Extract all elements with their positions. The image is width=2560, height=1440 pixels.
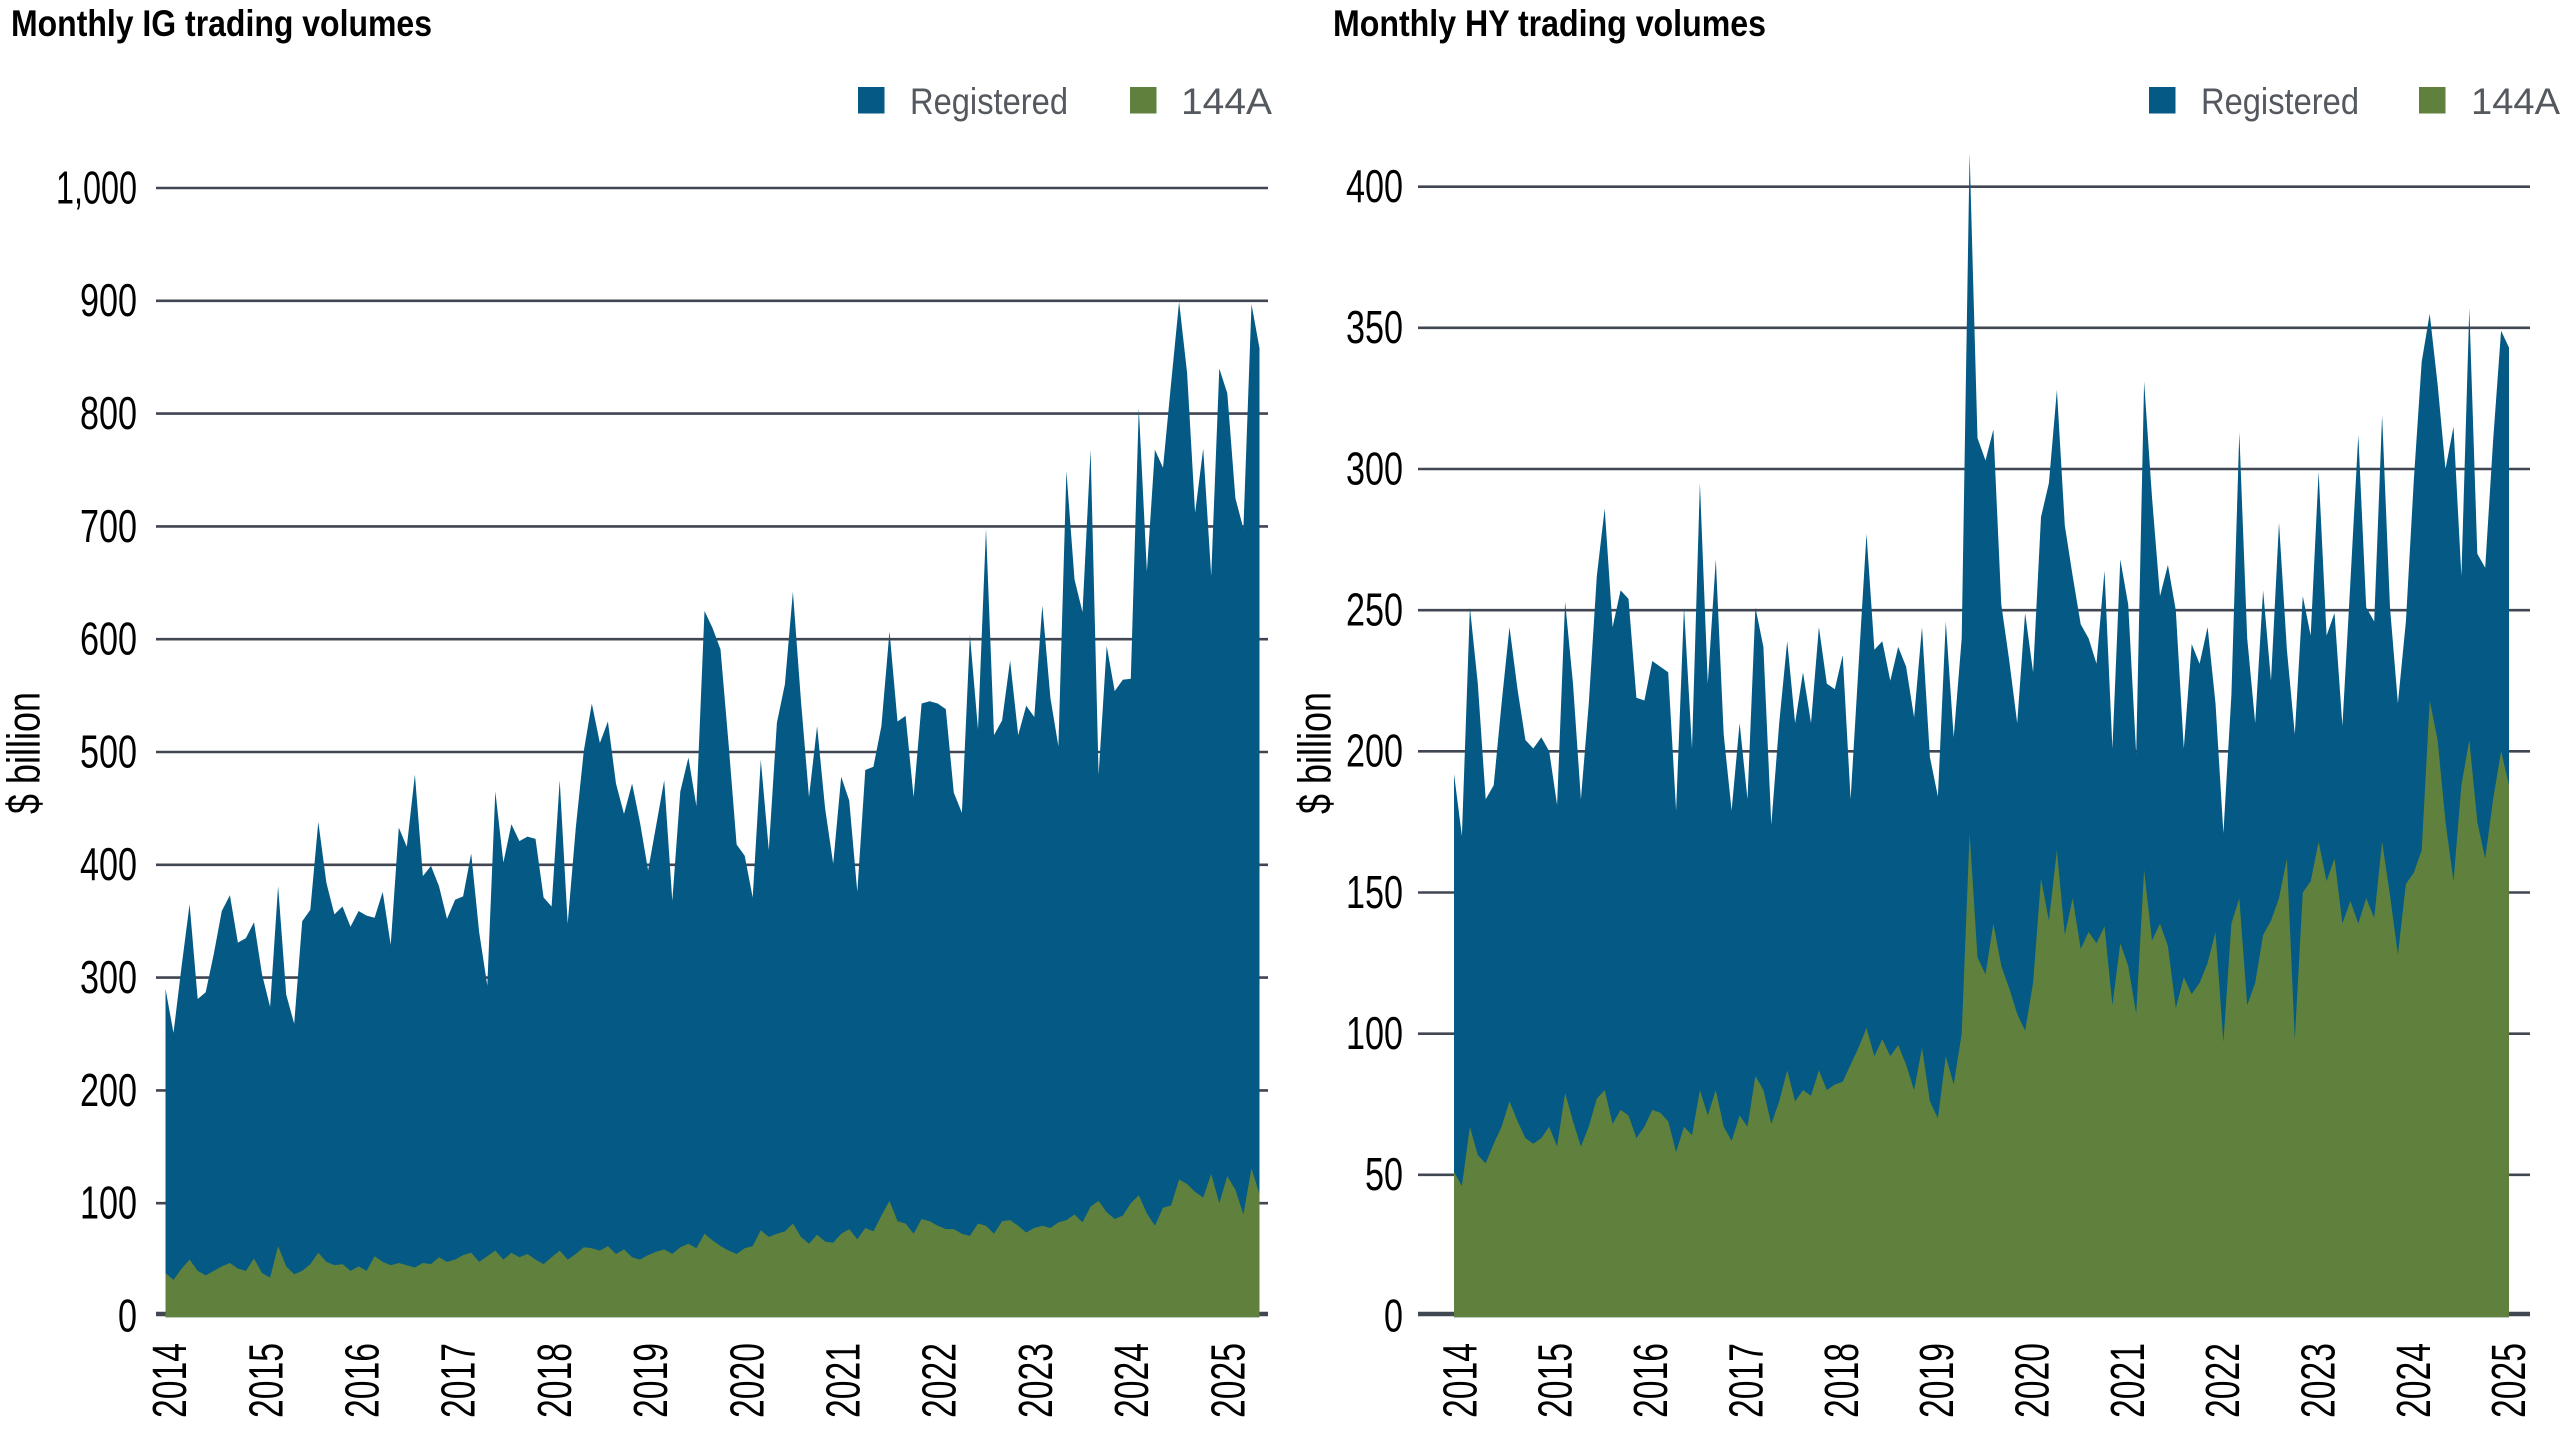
svg-text:Monthly HY trading volumes: Monthly HY trading volumes xyxy=(1333,3,1766,44)
svg-text:2016: 2016 xyxy=(337,1343,390,1418)
svg-text:144A: 144A xyxy=(1181,81,1272,122)
svg-text:800: 800 xyxy=(80,387,137,439)
svg-text:200: 200 xyxy=(80,1064,137,1116)
svg-text:2019: 2019 xyxy=(625,1343,678,1418)
svg-text:2014: 2014 xyxy=(144,1343,197,1418)
svg-text:2024: 2024 xyxy=(2388,1343,2441,1418)
svg-text:200: 200 xyxy=(1346,725,1403,777)
svg-text:100: 100 xyxy=(1346,1007,1403,1059)
svg-text:250: 250 xyxy=(1346,584,1403,636)
svg-text:1,000: 1,000 xyxy=(56,161,137,213)
svg-text:2021: 2021 xyxy=(818,1343,871,1418)
svg-text:Registered: Registered xyxy=(2201,81,2359,122)
svg-text:100: 100 xyxy=(80,1177,137,1229)
svg-text:400: 400 xyxy=(1346,160,1403,212)
svg-text:2023: 2023 xyxy=(2293,1343,2346,1418)
svg-text:Registered: Registered xyxy=(910,81,1068,122)
svg-text:2020: 2020 xyxy=(721,1343,774,1418)
svg-text:150: 150 xyxy=(1346,866,1403,918)
svg-text:2018: 2018 xyxy=(529,1343,582,1418)
svg-text:2019: 2019 xyxy=(1911,1343,1964,1418)
svg-text:2024: 2024 xyxy=(1106,1343,1159,1418)
svg-text:2023: 2023 xyxy=(1010,1343,1063,1418)
svg-text:2017: 2017 xyxy=(1720,1343,1773,1418)
svg-text:2020: 2020 xyxy=(2007,1343,2060,1418)
svg-text:0: 0 xyxy=(118,1289,137,1341)
svg-text:2025: 2025 xyxy=(1202,1343,1255,1418)
svg-text:600: 600 xyxy=(80,613,137,665)
svg-text:2015: 2015 xyxy=(240,1343,293,1418)
svg-text:2014: 2014 xyxy=(1434,1343,1487,1418)
svg-text:500: 500 xyxy=(80,725,137,777)
svg-text:2021: 2021 xyxy=(2102,1343,2155,1418)
svg-text:2017: 2017 xyxy=(433,1343,486,1418)
svg-text:2018: 2018 xyxy=(1816,1343,1869,1418)
svg-text:2025: 2025 xyxy=(2483,1343,2536,1418)
svg-text:144A: 144A xyxy=(2471,81,2560,122)
svg-text:2015: 2015 xyxy=(1530,1343,1583,1418)
svg-text:2016: 2016 xyxy=(1625,1343,1678,1418)
svg-text:50: 50 xyxy=(1365,1148,1403,1200)
svg-text:$ billion: $ billion xyxy=(0,692,50,814)
svg-text:900: 900 xyxy=(80,274,137,326)
svg-text:700: 700 xyxy=(80,500,137,552)
svg-text:350: 350 xyxy=(1346,301,1403,353)
svg-text:300: 300 xyxy=(1346,442,1403,494)
svg-text:300: 300 xyxy=(80,951,137,1003)
svg-text:400: 400 xyxy=(80,838,137,890)
svg-text:2022: 2022 xyxy=(914,1343,967,1418)
svg-text:$ billion: $ billion xyxy=(1289,692,1341,814)
svg-text:0: 0 xyxy=(1384,1289,1403,1341)
svg-text:2022: 2022 xyxy=(2197,1343,2250,1418)
svg-text:Monthly IG trading volumes: Monthly IG trading volumes xyxy=(11,3,432,44)
